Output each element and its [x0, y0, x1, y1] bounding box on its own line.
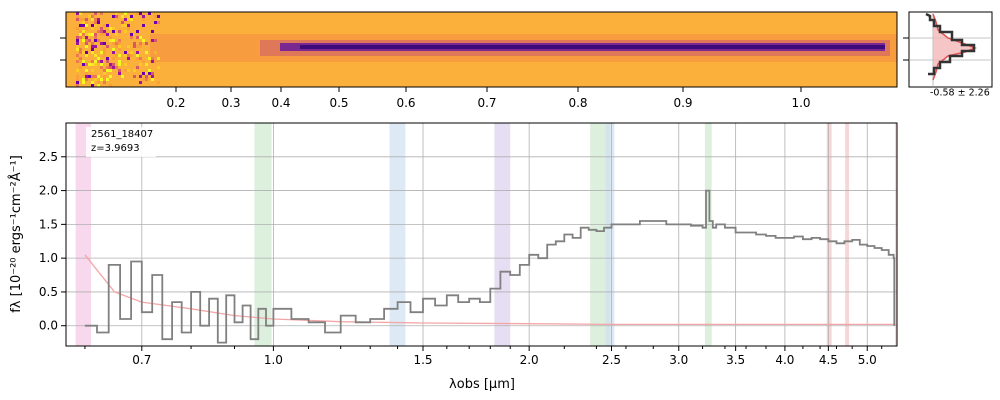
line-band-2 [389, 123, 406, 346]
grid [66, 123, 897, 346]
image-tick-label: 0.2 [166, 96, 185, 110]
image-tick-label: 0.7 [477, 96, 496, 110]
y-tick-label: 2.5 [39, 150, 58, 164]
x-tick-label: 1.5 [413, 353, 432, 367]
line-band-5 [605, 123, 615, 346]
image-tick-label: 0.3 [221, 96, 240, 110]
series-error-line [84, 254, 896, 326]
redshift-label: z=3.9693 [91, 143, 140, 154]
x-tick-label: 0.7 [132, 353, 151, 367]
line-band-1 [254, 123, 272, 346]
image-tick-label: 0.6 [396, 96, 415, 110]
image-top-axis: 0.2 0.3 0.4 0.5 0.6 0.7 0.8 0.9 1.0 [166, 87, 811, 110]
image-tick-label: 1.0 [791, 96, 810, 110]
image-tick-label: 0.9 [673, 96, 692, 110]
x-tick-label: 5.0 [858, 353, 877, 367]
x-tick-label: 4.5 [819, 353, 838, 367]
line-band-9 [894, 123, 897, 346]
profile-data-line [925, 12, 976, 76]
image-trace-core [300, 45, 885, 49]
x-tick-label: 2.5 [602, 353, 621, 367]
line-band-6 [704, 123, 712, 346]
x-tick-label: 2.0 [520, 353, 539, 367]
line-bands [75, 123, 897, 346]
line-band-4 [590, 123, 611, 346]
y-axis-label: fλ [10⁻²⁰ ergs⁻¹cm⁻²Å⁻¹] [8, 155, 24, 313]
image-tick-label: 0.5 [329, 96, 348, 110]
line-band-7 [826, 123, 832, 346]
image-tick-label: 0.8 [568, 96, 587, 110]
x-tick-label: 4.0 [775, 353, 794, 367]
line-band-8 [845, 123, 850, 346]
line-band-3 [494, 123, 511, 346]
line-band-0 [75, 123, 92, 346]
image-tick-label: 0.4 [271, 96, 290, 110]
y-tick-label: 0.5 [39, 285, 58, 299]
image-noise-strip [76, 12, 160, 87]
profile-stat-label: -0.58 ± 2.26 [930, 87, 990, 98]
spectrum-panel: 0.7 1.0 1.5 2.0 2.5 3.0 3.5 4.0 4.5 5.0 0.0 0.5 1.0… [8, 122, 898, 392]
x-axis-label: λobs [μm] [449, 377, 515, 392]
profile-fill [933, 14, 975, 80]
y-tick-label: 1.0 [39, 251, 58, 265]
x-tick-label: 3.0 [669, 353, 688, 367]
x-axis: 0.7 1.0 1.5 2.0 2.5 3.0 3.5 4.0 4.5 5.0 [84, 346, 883, 367]
profile-panel: -0.58 ± 2.26 [903, 11, 993, 98]
x-tick-label: 3.5 [726, 353, 745, 367]
series-spectrum-line [84, 189, 896, 344]
y-axis: 0.0 0.5 1.0 1.5 2.0 2.5 [39, 150, 66, 333]
y-tick-label: 1.5 [39, 217, 58, 231]
y-tick-label: 2.0 [39, 184, 58, 198]
image-panel: 0.2 0.3 0.4 0.5 0.6 0.7 0.8 0.9 1.0 [60, 11, 898, 110]
x-tick-label: 1.0 [264, 353, 283, 367]
series-group [84, 189, 896, 344]
y-tick-label: 0.0 [39, 319, 58, 333]
object-id-label: 2561_18407 [91, 129, 153, 140]
